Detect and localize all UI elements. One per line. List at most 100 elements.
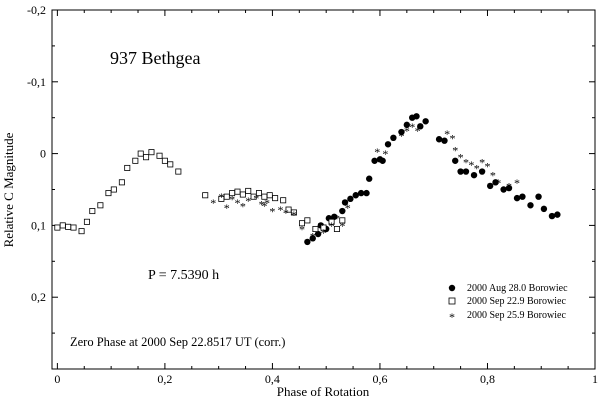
zero-phase-annotation: Zero Phase at 2000 Sep 22.8517 UT (corr.… xyxy=(70,335,285,349)
data-point-open-square xyxy=(320,224,327,231)
legend-marker-asterisk: * xyxy=(449,310,455,324)
data-point-open-square xyxy=(245,187,252,194)
data-point-filled-circle xyxy=(441,137,448,144)
data-point-filled-circle xyxy=(357,189,365,197)
data-point-asterisk: * xyxy=(444,127,450,141)
data-point-filled-circle xyxy=(554,211,561,218)
data-point-filled-circle xyxy=(435,136,443,143)
data-series: * *** * * * * **** * * ********** ** * * * * * *** * * * * **… xyxy=(54,113,561,246)
legend: 2000 Aug 28.0 Borowiec 2000 Sep 22.9 Bor… xyxy=(448,283,568,324)
data-point-filled-circle xyxy=(398,128,405,136)
data-point-asterisk: * xyxy=(264,196,270,210)
legend-label-sep25: 2000 Sep 25.9 Borowiec xyxy=(467,310,566,321)
x-tick-label: 0 xyxy=(54,372,60,386)
data-point-filled-circle xyxy=(352,192,359,199)
y-axis-ticks: -0,2 -0,1 0 0,1 0,2 xyxy=(27,3,595,370)
data-point-open-square xyxy=(89,208,96,215)
data-point-asterisk: * xyxy=(474,161,480,175)
data-point-filled-circle xyxy=(470,171,478,179)
data-point-asterisk: * xyxy=(390,131,396,145)
data-point-asterisk: * xyxy=(374,145,380,159)
legend-label-aug28: 2000 Aug 28.0 Borowiec xyxy=(467,283,568,294)
legend-marker-filled-circle xyxy=(448,284,456,292)
data-point-open-square xyxy=(118,179,125,186)
data-point-open-square xyxy=(234,188,241,195)
y-tick-label: 0,2 xyxy=(31,290,46,304)
data-point-asterisk: * xyxy=(299,222,305,236)
data-point-asterisk: * xyxy=(310,230,316,244)
y-tick-label: -0,1 xyxy=(27,75,46,89)
data-point-filled-circle xyxy=(371,157,378,164)
data-point-open-square xyxy=(65,223,72,230)
data-point-open-square xyxy=(250,193,257,200)
data-point-asterisk: * xyxy=(269,205,275,219)
data-point-open-square xyxy=(339,217,346,224)
data-point-asterisk: * xyxy=(229,192,235,206)
data-point-filled-circle xyxy=(540,205,548,213)
data-point-filled-circle xyxy=(365,175,373,182)
y-tick-label: -0,2 xyxy=(27,3,46,17)
data-point-asterisk: * xyxy=(339,219,345,233)
data-point-filled-circle xyxy=(535,193,542,200)
data-point-open-square xyxy=(239,191,246,198)
data-point-asterisk: * xyxy=(245,194,251,208)
data-point-asterisk: * xyxy=(398,129,404,143)
data-point-filled-circle xyxy=(347,195,354,203)
data-point-asterisk: * xyxy=(329,219,335,233)
data-point-filled-circle xyxy=(457,168,464,175)
legend-marker-open-square xyxy=(448,297,456,305)
data-point-open-square xyxy=(54,224,61,231)
data-point-filled-circle xyxy=(500,186,507,193)
data-point-asterisk: * xyxy=(468,158,474,172)
data-point-open-square xyxy=(290,209,297,216)
data-point-open-square xyxy=(132,157,139,164)
data-point-filled-circle xyxy=(452,157,459,164)
data-point-open-square xyxy=(97,202,104,209)
data-point-filled-circle xyxy=(384,141,392,148)
data-point-open-square xyxy=(156,152,163,159)
x-tick-label: 0,6 xyxy=(372,372,387,386)
data-point-asterisk: * xyxy=(514,176,520,190)
series-asterisk: * *** * * * * **** * * ********** ** * * * * * *** * * * * **… xyxy=(210,120,520,244)
data-point-asterisk: * xyxy=(210,196,216,210)
object-name-annotation: 937 Bethgea xyxy=(110,48,200,68)
data-point-asterisk: * xyxy=(318,219,324,233)
series-open-square xyxy=(54,149,346,235)
data-point-filled-circle xyxy=(363,189,370,197)
data-point-asterisk: * xyxy=(321,226,327,240)
data-point-filled-circle xyxy=(390,134,397,142)
data-point-asterisk: * xyxy=(283,206,289,220)
data-point-asterisk: * xyxy=(345,201,351,215)
data-point-asterisk: * xyxy=(463,156,469,170)
data-point-filled-circle xyxy=(341,199,349,206)
data-point-open-square xyxy=(280,197,287,204)
data-point-open-square xyxy=(175,168,182,175)
data-point-asterisk: * xyxy=(415,124,421,138)
data-point-asterisk: * xyxy=(261,199,267,213)
data-point-open-square xyxy=(328,218,335,225)
y-tick-label: 0,1 xyxy=(31,218,46,232)
data-point-filled-circle xyxy=(505,184,513,192)
data-point-filled-circle xyxy=(314,230,322,238)
series-filled-circle xyxy=(304,113,561,246)
y-axis-title: Relative C Magnitude xyxy=(1,132,16,247)
data-point-asterisk: * xyxy=(404,124,410,138)
data-point-open-square xyxy=(333,225,340,232)
data-point-asterisk: * xyxy=(234,196,240,210)
data-point-asterisk: * xyxy=(409,120,415,134)
data-point-open-square xyxy=(70,224,77,231)
data-point-open-square xyxy=(105,190,112,197)
data-point-open-square xyxy=(78,228,85,235)
y-tick-label: 0 xyxy=(40,147,46,161)
data-point-open-square xyxy=(202,192,209,199)
data-point-filled-circle xyxy=(462,168,470,175)
data-point-filled-circle xyxy=(519,193,526,200)
data-point-filled-circle xyxy=(339,207,346,215)
data-point-open-square xyxy=(161,157,168,164)
data-point-open-square xyxy=(255,190,262,197)
x-tick-label: 0,8 xyxy=(480,372,495,386)
data-point-asterisk: * xyxy=(458,151,464,165)
data-point-filled-circle xyxy=(422,118,429,125)
data-point-asterisk: * xyxy=(277,203,283,217)
